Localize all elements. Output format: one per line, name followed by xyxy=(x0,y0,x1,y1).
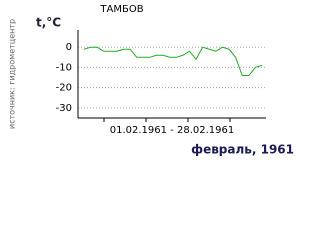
y-tick-label: 0 xyxy=(66,42,72,53)
x-ticks xyxy=(103,118,231,122)
chart: ТАМБОВ t,°C источник: гидрометцентр 01.0… xyxy=(8,4,295,157)
y-tick-label: -30 xyxy=(56,103,72,114)
x-axis-title: 01.02.1961 - 28.02.1961 xyxy=(110,125,234,136)
chart-title: ТАМБОВ xyxy=(99,4,143,15)
y-tick-label: -10 xyxy=(56,62,72,73)
source: источник: гидрометцентр xyxy=(8,19,17,129)
line xyxy=(83,46,263,77)
y-tick-label: -20 xyxy=(56,83,72,94)
footer: февраль, 1961 xyxy=(191,143,294,157)
y-axis-title: t,°C xyxy=(36,16,61,30)
